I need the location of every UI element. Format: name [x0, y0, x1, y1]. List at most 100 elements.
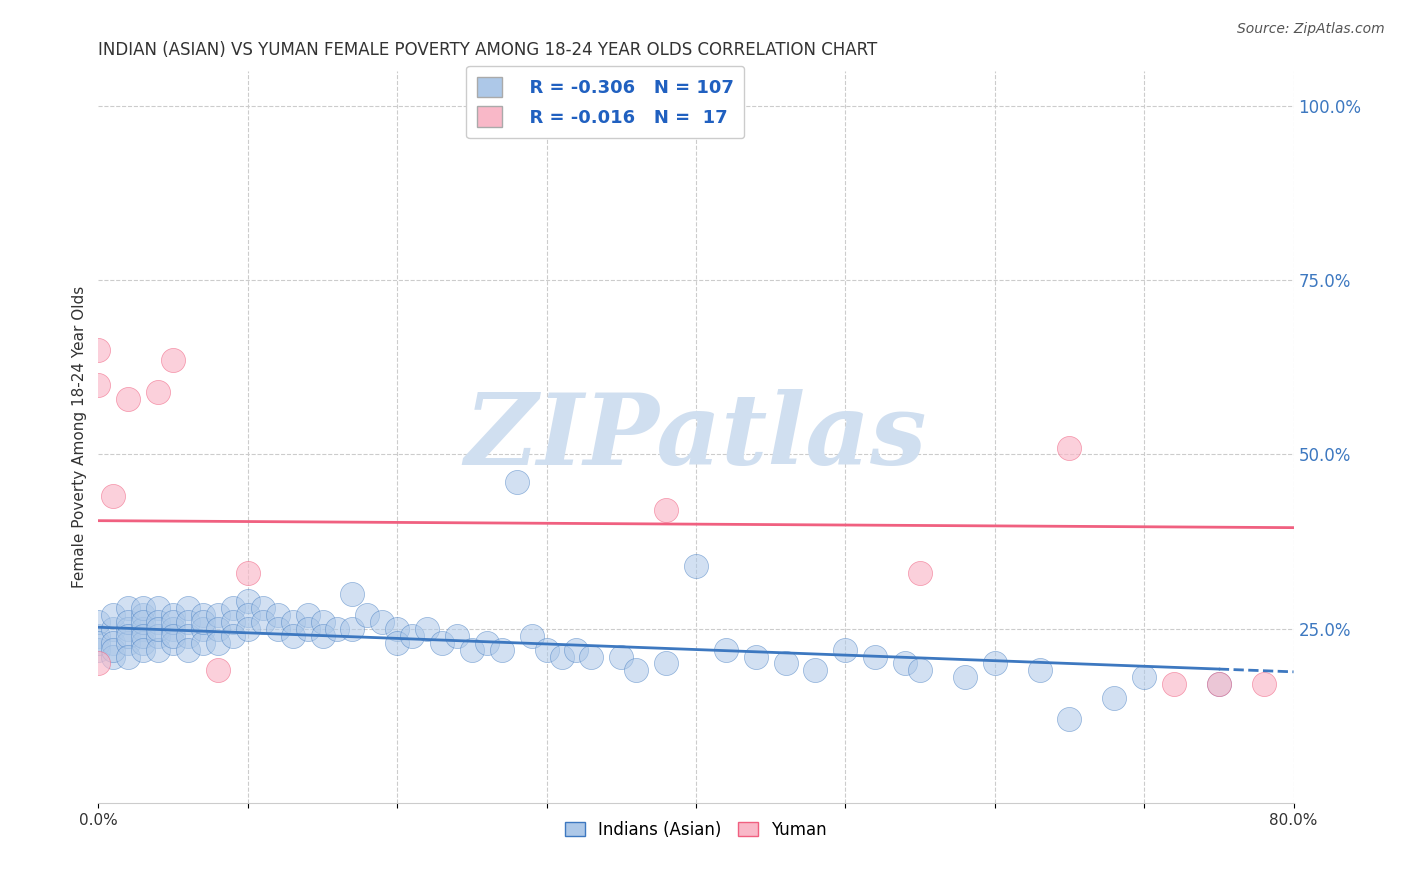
Point	[132, 642, 155, 657]
Point	[236, 607, 259, 622]
Point	[117, 629, 139, 643]
Point	[222, 629, 245, 643]
Point	[1208, 677, 1230, 691]
Point	[177, 642, 200, 657]
Point	[267, 607, 290, 622]
Point	[222, 615, 245, 629]
Point	[281, 615, 304, 629]
Point	[610, 649, 633, 664]
Point	[565, 642, 588, 657]
Point	[446, 629, 468, 643]
Point	[520, 629, 543, 643]
Point	[714, 642, 737, 657]
Point	[297, 607, 319, 622]
Point	[207, 622, 229, 636]
Point	[87, 343, 110, 357]
Point	[953, 670, 976, 684]
Point	[103, 607, 125, 622]
Point	[148, 600, 170, 615]
Point	[148, 615, 170, 629]
Point	[252, 615, 274, 629]
Point	[117, 649, 139, 664]
Point	[132, 600, 155, 615]
Point	[1028, 664, 1050, 678]
Point	[536, 642, 558, 657]
Point	[148, 629, 170, 643]
Point	[162, 629, 184, 643]
Point	[132, 629, 155, 643]
Point	[191, 607, 214, 622]
Point	[1163, 677, 1185, 691]
Point	[103, 635, 125, 649]
Point	[385, 622, 409, 636]
Point	[430, 635, 453, 649]
Point	[804, 664, 827, 678]
Point	[267, 622, 290, 636]
Point	[311, 615, 333, 629]
Point	[162, 615, 184, 629]
Point	[162, 622, 184, 636]
Y-axis label: Female Poverty Among 18-24 Year Olds: Female Poverty Among 18-24 Year Olds	[72, 286, 87, 588]
Point	[148, 622, 170, 636]
Point	[1208, 677, 1230, 691]
Point	[342, 587, 364, 601]
Point	[236, 566, 259, 580]
Point	[550, 649, 572, 664]
Point	[207, 664, 229, 678]
Point	[132, 607, 155, 622]
Point	[87, 377, 110, 392]
Point	[191, 622, 214, 636]
Legend: Indians (Asian), Yuman: Indians (Asian), Yuman	[558, 814, 834, 846]
Point	[461, 642, 484, 657]
Point	[1133, 670, 1156, 684]
Point	[117, 615, 139, 629]
Point	[236, 622, 259, 636]
Point	[371, 615, 394, 629]
Point	[745, 649, 768, 664]
Point	[148, 384, 170, 399]
Point	[103, 622, 125, 636]
Point	[342, 622, 364, 636]
Point	[87, 635, 110, 649]
Point	[281, 629, 304, 643]
Point	[103, 642, 125, 657]
Text: INDIAN (ASIAN) VS YUMAN FEMALE POVERTY AMONG 18-24 YEAR OLDS CORRELATION CHART: INDIAN (ASIAN) VS YUMAN FEMALE POVERTY A…	[98, 41, 877, 59]
Point	[117, 392, 139, 406]
Point	[416, 622, 439, 636]
Point	[162, 607, 184, 622]
Point	[908, 566, 931, 580]
Point	[655, 657, 678, 671]
Point	[311, 629, 333, 643]
Point	[581, 649, 603, 664]
Point	[132, 615, 155, 629]
Text: Source: ZipAtlas.com: Source: ZipAtlas.com	[1237, 22, 1385, 37]
Point	[117, 600, 139, 615]
Point	[655, 503, 678, 517]
Point	[236, 594, 259, 608]
Point	[356, 607, 378, 622]
Point	[103, 489, 125, 503]
Point	[834, 642, 856, 657]
Point	[385, 635, 409, 649]
Point	[1104, 691, 1126, 706]
Point	[148, 642, 170, 657]
Point	[191, 635, 214, 649]
Point	[297, 622, 319, 636]
Point	[475, 635, 498, 649]
Point	[252, 600, 274, 615]
Point	[103, 649, 125, 664]
Point	[87, 615, 110, 629]
Point	[117, 635, 139, 649]
Point	[132, 635, 155, 649]
Point	[87, 642, 110, 657]
Point	[87, 629, 110, 643]
Point	[177, 615, 200, 629]
Point	[626, 664, 648, 678]
Point	[117, 622, 139, 636]
Point	[685, 558, 707, 573]
Point	[87, 657, 110, 671]
Point	[984, 657, 1007, 671]
Point	[132, 622, 155, 636]
Point	[326, 622, 349, 636]
Point	[162, 353, 184, 368]
